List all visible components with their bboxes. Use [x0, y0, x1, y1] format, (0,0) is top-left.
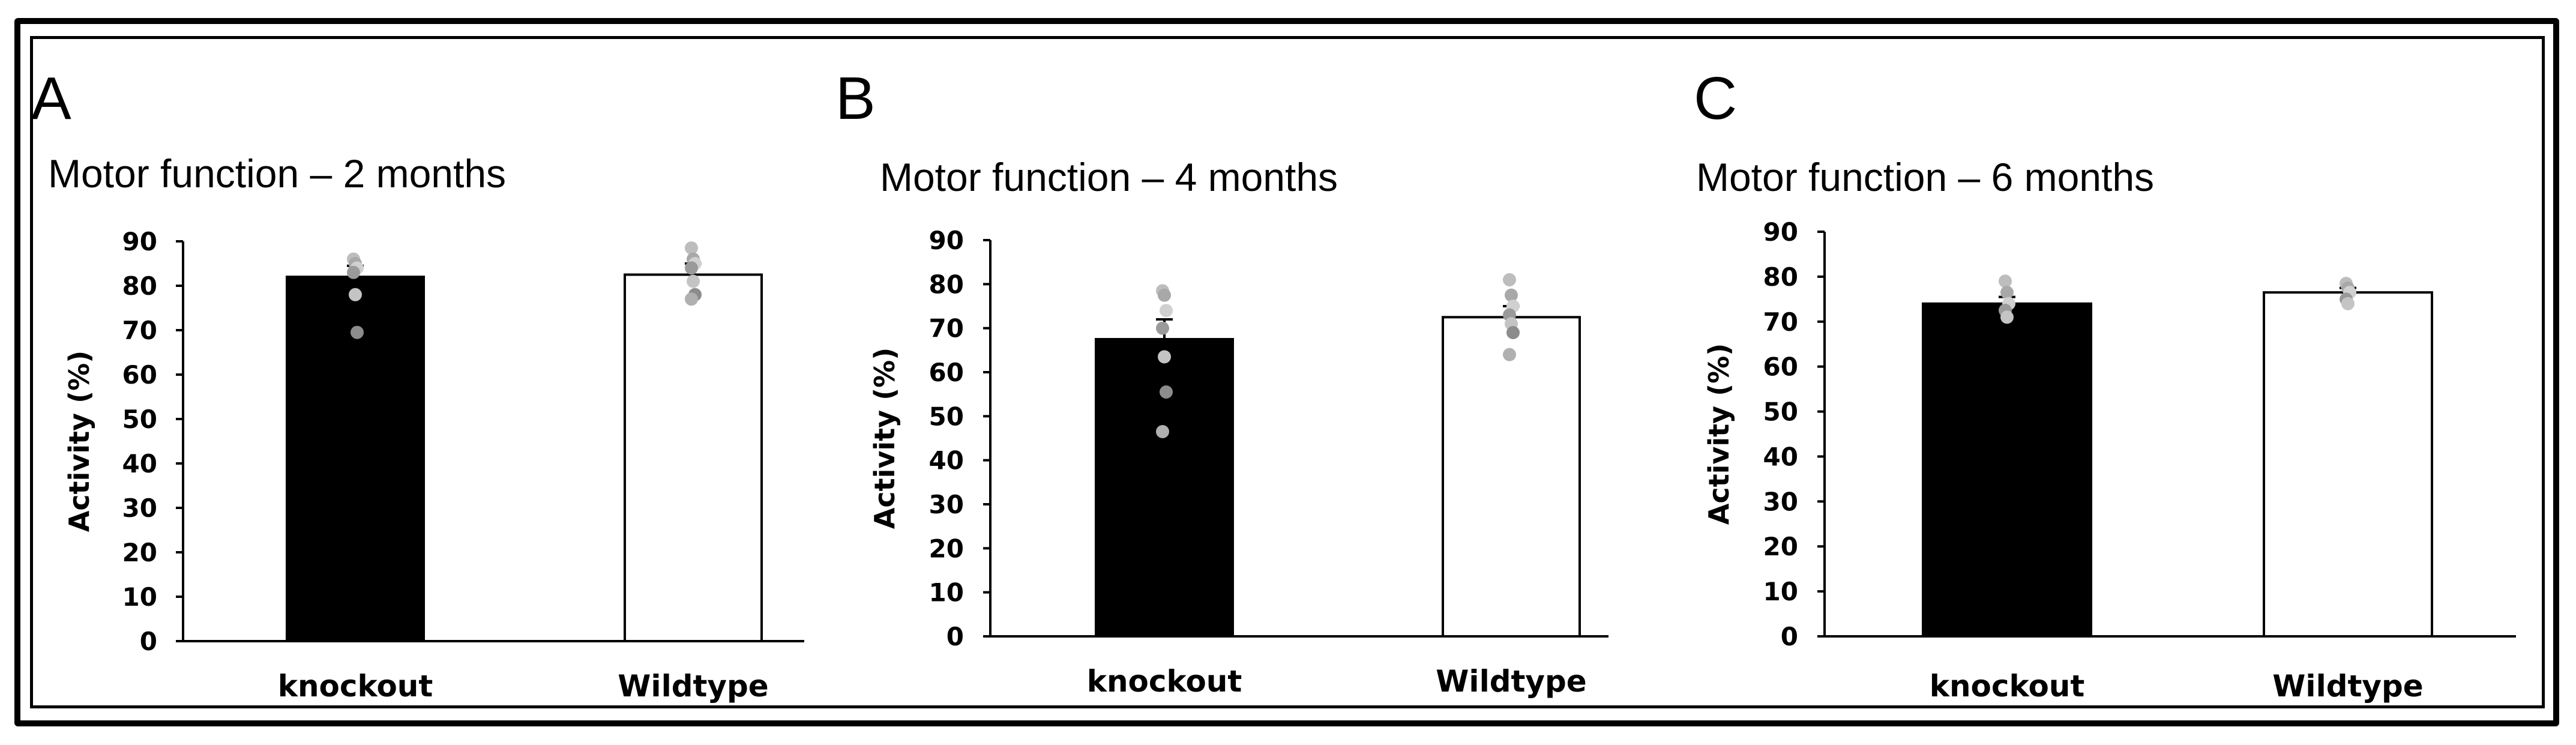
- panel-a-data-point: [351, 325, 364, 339]
- panel-b-data-point: [1505, 288, 1518, 302]
- panel-b-bar-knockout: [1095, 338, 1234, 638]
- panel-a-data-point: [685, 241, 698, 255]
- panel-b-data-point: [1158, 350, 1171, 364]
- figure-inner-border: [30, 36, 2545, 708]
- panel-b-title: Motor function – 4 months: [880, 155, 1338, 199]
- panel-b: B Motor function – 4 months 0 10 20 30 40 50 6…: [835, 65, 1608, 699]
- panel-b-data-point: [1160, 385, 1173, 399]
- figure-outer-border: [14, 18, 2559, 726]
- panel-c-y-tick-label: 30: [1763, 487, 1798, 516]
- panel-b-y-tick-label: 10: [929, 578, 964, 608]
- panel-b-bar-wildtype: [1442, 316, 1581, 638]
- panel-c-y-tick-label: 20: [1763, 532, 1798, 561]
- panel-b-y-tick-label: 90: [929, 226, 964, 255]
- panel-a-y-tick-label: 50: [122, 405, 157, 434]
- panel-a-letter: A: [31, 65, 71, 132]
- panel-c-data-point: [2000, 286, 2014, 300]
- panel-c-y-tick-label: 80: [1763, 262, 1798, 292]
- panel-a-data-point: [347, 265, 360, 279]
- panel-a-y-tick-label: 0: [140, 627, 157, 656]
- panel-a-category-label: knockout: [278, 669, 433, 704]
- panel-c-letter: C: [1694, 65, 1737, 132]
- panel-b-y-tick-label: 60: [929, 358, 964, 387]
- panel-c-y-tick-label: 90: [1763, 217, 1798, 247]
- panel-c-y-tick-label: 0: [1781, 622, 1798, 651]
- panel-b-y-tick-label: 0: [946, 622, 964, 651]
- panel-c-axes: 0 10 20 30 40 50 60 70 80 90 Activity (%) knockout W…: [1703, 217, 2516, 704]
- panel-c-title: Motor function – 6 months: [1696, 155, 2154, 199]
- panel-a: A Motor function – 2 months 0 10 20 30 40 50 6…: [31, 65, 804, 704]
- panel-c-bar-wildtype: [2263, 291, 2433, 638]
- panel-a-data-point: [349, 288, 362, 301]
- panel-a-y-axis-label: Activity (%): [63, 351, 95, 532]
- panel-b-letter: B: [835, 65, 876, 132]
- panel-a-category-label: Wildtype: [618, 669, 768, 704]
- panel-b-data-point: [1506, 326, 1520, 339]
- panel-b-y-tick-label: 20: [929, 534, 964, 563]
- panel-a-y-tick-label: 10: [122, 582, 157, 612]
- panel-a-y-tick-label: 30: [122, 493, 157, 523]
- panel-c-y-tick-label: 10: [1763, 577, 1798, 606]
- panel-b-y-tick-label: 30: [929, 490, 964, 519]
- panel-b-axes: 0 10 20 30 40 50 60 70 80 90 Activity (%) knockout W…: [868, 226, 1608, 699]
- panel-b-y-axis-label: Activity (%): [868, 348, 901, 529]
- panel-b-y-tick-label: 50: [929, 402, 964, 431]
- panel-b-data-point: [1503, 348, 1516, 361]
- panel-a-y-tick-label: 90: [122, 227, 157, 256]
- panel-c-y-axis-label: Activity (%): [1703, 343, 1735, 525]
- panel-b-data-point: [1156, 425, 1169, 438]
- panel-c-data-point: [2341, 297, 2355, 310]
- panel-a-y-tick-label: 20: [122, 538, 157, 567]
- panel-a-title: Motor function – 2 months: [48, 151, 506, 196]
- panel-b-y-tick-label: 80: [929, 270, 964, 299]
- panel-a-y-tick-label: 40: [122, 449, 157, 478]
- panel-c-bar-knockout: [1922, 302, 2092, 638]
- panel-a-y-tick-label: 60: [122, 360, 157, 390]
- panel-c: C Motor function – 6 months 0 10 20 30 40 50 6…: [1694, 65, 2516, 704]
- panel-a-y-tick-label: 70: [122, 316, 157, 345]
- panel-c-y-tick-label: 40: [1763, 442, 1798, 471]
- panel-b-y-tick-label: 70: [929, 314, 964, 343]
- panel-b-y-tick-label: 40: [929, 446, 964, 475]
- panel-c-category-label: knockout: [1930, 669, 2085, 704]
- panel-c-y-tick-label: 50: [1763, 397, 1798, 427]
- panel-a-bar-wildtype: [624, 273, 763, 642]
- panel-c-data-point: [1999, 274, 2012, 288]
- panel-b-data-point: [1503, 273, 1516, 286]
- panel-b-data-point: [1160, 304, 1173, 318]
- panel-b-category-label: knockout: [1087, 664, 1242, 699]
- panel-b-data-point: [1158, 288, 1171, 302]
- panel-b-data-point: [1156, 321, 1169, 335]
- panel-c-category-label: Wildtype: [2272, 669, 2423, 704]
- panel-a-data-point: [687, 274, 700, 288]
- panel-a-axes: 0 10 20 30 40 50 60 70 80 90 Activity (%) knockout W…: [63, 227, 804, 704]
- panel-a-data-point: [685, 261, 698, 275]
- panel-b-category-label: Wildtype: [1436, 664, 1586, 699]
- panel-a-y-tick-label: 80: [122, 271, 157, 301]
- panel-c-y-tick-label: 60: [1763, 352, 1798, 382]
- panel-c-data-point: [2000, 310, 2014, 324]
- panel-a-data-point: [685, 292, 698, 306]
- panel-c-y-tick-label: 70: [1763, 307, 1798, 337]
